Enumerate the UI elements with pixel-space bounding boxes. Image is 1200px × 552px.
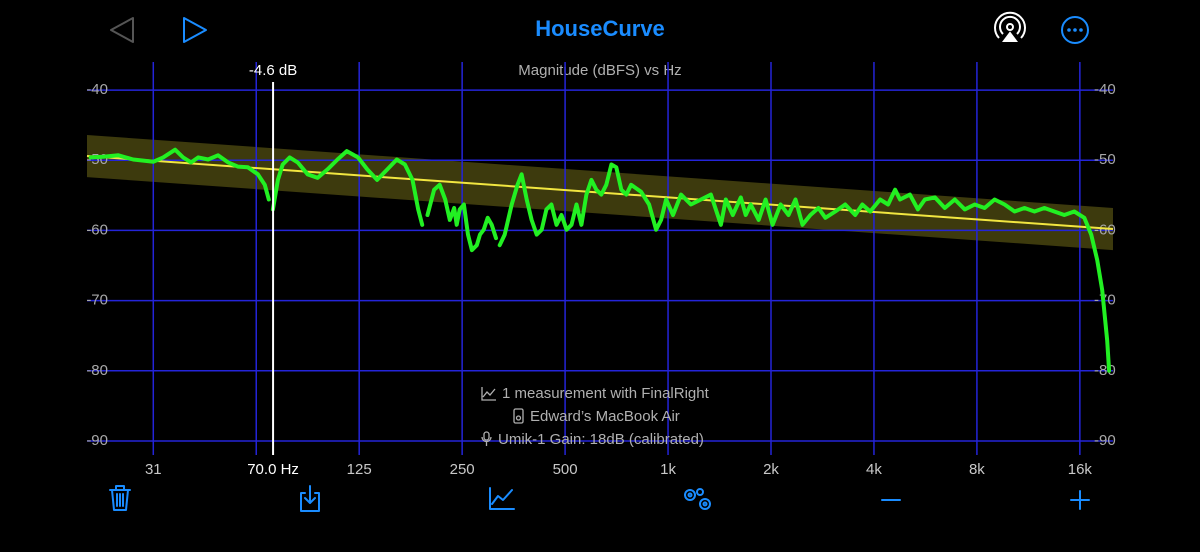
app-title: HouseCurve: [535, 16, 665, 41]
measurement-line: [88, 147, 1112, 373]
y-tick-label: -50: [86, 151, 108, 168]
settings-button[interactable]: [684, 488, 711, 510]
cursor-x-label-bg: [241, 460, 306, 480]
cursor-x-label: 70.0 Hz: [247, 461, 299, 478]
y-tick-label: -80: [86, 362, 108, 379]
airplay-button[interactable]: [994, 11, 1026, 42]
y-tick-label: -40: [86, 81, 108, 98]
cursor-value-label: -4.6 dB: [249, 62, 297, 79]
info-line: Edward’s MacBook Air: [530, 408, 680, 425]
x-tick-label: 2k: [763, 461, 779, 478]
y-tick-label: -70: [86, 292, 108, 309]
x-tick-label: 16k: [1068, 461, 1093, 478]
x-tick-label: 1k: [660, 461, 676, 478]
x-tick-label: 4k: [866, 461, 882, 478]
delete-button[interactable]: [109, 485, 131, 511]
y-tick-label: -90: [86, 432, 108, 449]
y2-tick-label: -90: [1094, 432, 1116, 449]
x-tick-label: 31: [145, 461, 162, 478]
chart-title: Magnitude (dBFS) vs Hz: [518, 62, 681, 79]
x-tick-label: 250: [450, 461, 475, 478]
import-button[interactable]: [300, 485, 320, 512]
y2-tick-label: -40: [1094, 81, 1116, 98]
back-button[interactable]: [110, 17, 134, 43]
info-line: Umik-1 Gain: 18dB (calibrated): [498, 431, 704, 448]
info-icons: [481, 387, 524, 446]
y2-tick-label: -60: [1094, 221, 1116, 238]
more-button[interactable]: [1061, 16, 1089, 44]
y2-tick-label: -50: [1094, 151, 1116, 168]
plot: 31 125 250 500 1k 2k 4k 8k 16k -40 -40 -50 -50 -60 -60…: [86, 62, 1116, 480]
x-tick-label: 125: [347, 461, 372, 478]
y2-tick-label: -80: [1094, 362, 1116, 379]
x-tick-label: 500: [553, 461, 578, 478]
zoom-in-button[interactable]: [1070, 490, 1090, 510]
x-tick-label: 8k: [969, 461, 985, 478]
y-tick-label: -60: [86, 221, 108, 238]
chart-button[interactable]: [489, 487, 515, 510]
info-line: 1 measurement with FinalRight: [502, 385, 710, 402]
forward-button[interactable]: [183, 17, 207, 43]
